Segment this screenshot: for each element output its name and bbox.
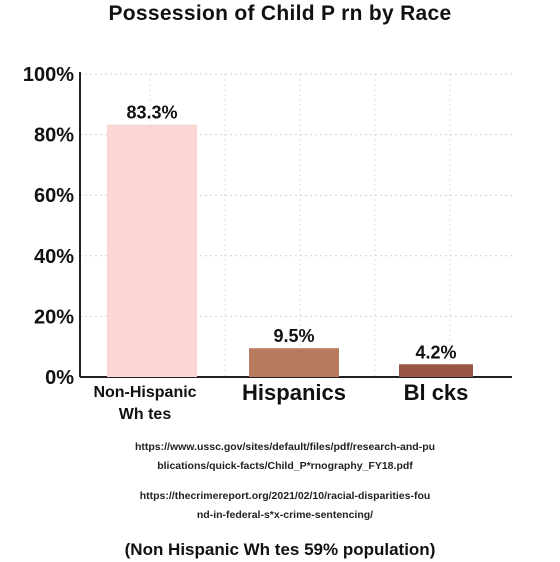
data-label: 83.3% <box>126 103 177 123</box>
source-url-2-line-1: https://thecrimereport.org/2021/02/10/ra… <box>139 490 431 502</box>
bar <box>399 364 473 377</box>
data-labels: 83.3% 9.5% 4.2% <box>126 103 456 363</box>
source-url-2-line-2: nd-in-federal-s*x-crime-sentencing/ <box>196 509 374 521</box>
source-url-2[interactable]: https://thecrimereport.org/2021/02/10/ra… <box>40 487 530 525</box>
source-url-1[interactable]: https://www.ussc.gov/sites/default/files… <box>40 438 530 476</box>
chart-title: Possession of Child P rn by Race <box>108 2 452 25</box>
bar <box>249 348 339 377</box>
y-tick-label: 40% <box>34 246 74 268</box>
y-tick-label: 60% <box>34 185 74 207</box>
y-tick-label: 80% <box>34 125 74 147</box>
source-url-1-line-1: https://www.ussc.gov/sites/default/files… <box>134 441 436 453</box>
y-tick-label: 0% <box>45 367 74 389</box>
source-url-1-line-2: blications/quick-facts/Child_P*rnography… <box>157 460 413 472</box>
category-label: Hispanics <box>242 380 346 405</box>
population-footnote: (Non Hispanic Wh tes 59% population) <box>124 540 436 559</box>
gridlines <box>80 73 512 377</box>
bar-chart: 0% 20% 40% 60% 80% 100% 83.3% 9.5% 4.2% Non-His… <box>23 64 512 423</box>
y-axis-ticks: 0% 20% 40% 60% 80% 100% <box>23 64 74 389</box>
y-tick-label: 20% <box>34 306 74 328</box>
category-label: Bl cks <box>404 380 469 405</box>
data-label: 9.5% <box>273 326 314 346</box>
y-tick-label: 100% <box>23 64 74 86</box>
category-label: Wh tes <box>119 406 172 423</box>
bar <box>107 124 197 377</box>
category-label: Non-Hispanic <box>93 384 196 401</box>
bars <box>107 124 473 377</box>
data-label: 4.2% <box>415 342 456 362</box>
x-axis-categories: Non-Hispanic Wh tes Hispanics Bl cks <box>93 380 468 423</box>
